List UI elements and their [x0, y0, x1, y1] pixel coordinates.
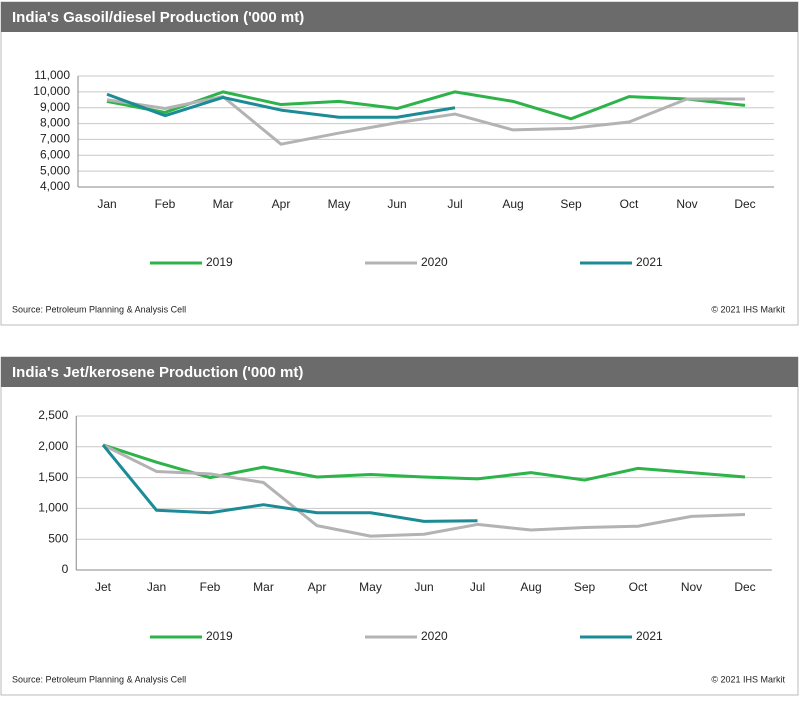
legend-label: 2019 [206, 255, 233, 269]
x-tick-label: May [328, 197, 351, 211]
y-tick-label: 7,000 [40, 132, 70, 146]
legend-label: 2020 [421, 629, 448, 643]
panel-border [0, 1, 799, 326]
x-tick-label: Jan [147, 580, 166, 594]
y-tick-label: 9,000 [40, 100, 70, 114]
chart-title: India's Jet/kerosene Production ('000 mt… [12, 364, 303, 381]
chart-title: India's Gasoil/diesel Production ('000 m… [12, 9, 304, 26]
panel-header [1, 357, 798, 387]
y-tick-label: 4,000 [40, 179, 70, 193]
panel-border [0, 356, 799, 696]
y-tick-label: 500 [48, 531, 68, 545]
x-tick-label: Feb [155, 197, 176, 211]
x-tick-label: May [359, 580, 382, 594]
series-line [106, 90, 746, 121]
y-tick-label: 11,000 [34, 68, 70, 82]
credit-note: © 2021 IHS Markit [711, 674, 785, 684]
y-tick-label: 0 [62, 562, 69, 576]
x-tick-label: Jet [95, 580, 112, 594]
y-tick-label: 1,000 [38, 501, 68, 515]
x-tick-label: Jan [97, 197, 116, 211]
series-line [101, 444, 478, 523]
source-note: Source: Petroleum Planning & Analysis Ce… [12, 674, 186, 684]
series-line [106, 92, 456, 119]
x-tick-label: Aug [502, 197, 523, 211]
y-tick-label: 1,500 [38, 470, 68, 484]
x-tick-label: Sep [574, 580, 596, 594]
legend-label: 2021 [636, 629, 663, 643]
series-line [106, 95, 745, 146]
legend-label: 2020 [421, 255, 448, 269]
x-tick-label: Jul [447, 197, 462, 211]
x-tick-label: Nov [681, 580, 702, 594]
x-tick-label: Apr [308, 580, 327, 594]
x-tick-label: Jun [414, 580, 433, 594]
y-tick-label: 2,500 [38, 408, 68, 422]
x-tick-label: Oct [620, 197, 639, 211]
x-tick-label: Sep [560, 197, 582, 211]
y-tick-label: 8,000 [40, 116, 70, 130]
series-line [102, 443, 746, 482]
legend-label: 2021 [636, 255, 663, 269]
y-tick-label: 2,000 [38, 439, 68, 453]
credit-note: © 2021 IHS Markit [711, 304, 785, 314]
x-tick-label: Mar [253, 580, 274, 594]
x-tick-label: Jun [387, 197, 406, 211]
legend-label: 2019 [206, 629, 233, 643]
x-tick-label: Feb [200, 580, 221, 594]
x-tick-label: Nov [676, 197, 697, 211]
series-line [102, 443, 746, 538]
x-tick-label: Dec [734, 197, 755, 211]
source-note: Source: Petroleum Planning & Analysis Ce… [12, 304, 186, 314]
y-tick-label: 6,000 [40, 147, 70, 161]
y-tick-label: 5,000 [40, 163, 70, 177]
y-tick-label: 10,000 [33, 84, 70, 98]
x-tick-label: Aug [520, 580, 541, 594]
x-tick-label: Dec [734, 580, 755, 594]
x-tick-label: Oct [629, 580, 648, 594]
x-tick-label: Apr [272, 197, 291, 211]
panel-header [1, 2, 798, 32]
x-tick-label: Jul [470, 580, 485, 594]
x-tick-label: Mar [213, 197, 234, 211]
